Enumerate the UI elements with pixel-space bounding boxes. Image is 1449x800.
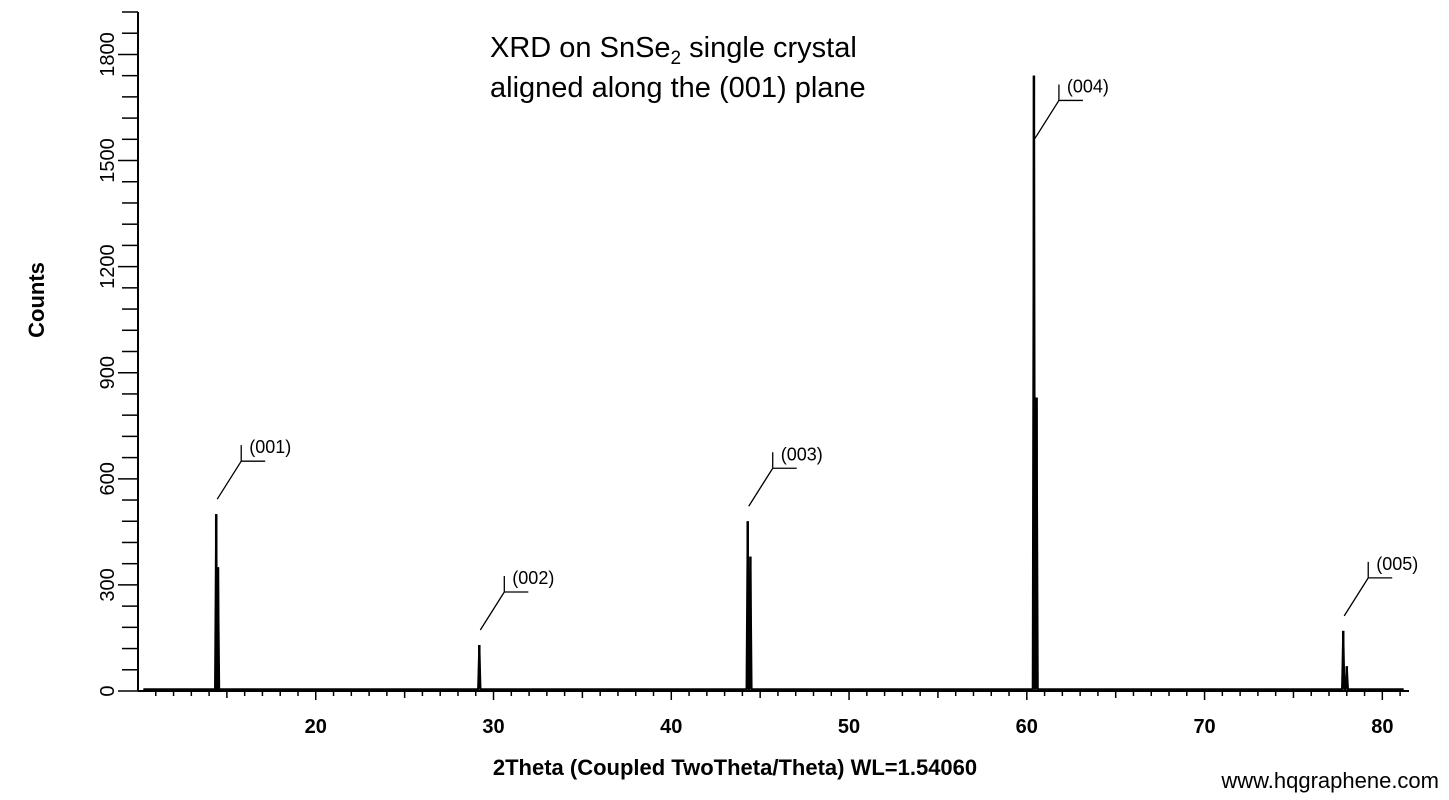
y-tick-label: 600 (97, 462, 119, 495)
plot-area (143, 75, 1404, 691)
y-tick-label: 1800 (97, 32, 119, 77)
x-ticks: 20 30 40 50 60 70 80 (155, 691, 1401, 738)
peak-annotations: (001) (002) (003) (004) (005) (216, 76, 1418, 631)
x-tick-label: 80 (1371, 716, 1393, 738)
watermark: www.hqgraphene.com (1221, 768, 1439, 793)
x-tick-label: 30 (482, 716, 504, 738)
x-tick-label: 20 (305, 716, 327, 738)
y-tick-label: 300 (97, 568, 119, 601)
peak-label: (002) (512, 568, 554, 588)
peak-label: (004) (1067, 76, 1109, 96)
peak-leader-line (216, 445, 266, 500)
peak-label: (003) (781, 444, 823, 464)
peak-leader-line (1034, 84, 1083, 139)
xrd-trace (143, 75, 1404, 691)
y-axis-title: Counts (24, 262, 49, 338)
y-ticks: 0 300 600 900 1200 1500 1800 (97, 11, 138, 697)
peak-label: (005) (1376, 554, 1418, 574)
y-tick-label: 0 (97, 685, 119, 696)
peak-leader-line (748, 452, 797, 507)
axes (137, 12, 1409, 692)
x-tick-label: 60 (1016, 716, 1038, 738)
peak-label: (001) (249, 437, 291, 457)
peak-leader-line (1343, 561, 1393, 617)
x-axis-title: 2Theta (Coupled TwoTheta/Theta) WL=1.540… (493, 755, 977, 780)
peak-leader-line (479, 576, 529, 631)
y-tick-label: 900 (97, 356, 119, 389)
chart-title-line-1: XRD on SnSe2 single crystal (490, 32, 857, 69)
x-tick-label: 70 (1193, 716, 1215, 738)
y-tick-label: 1200 (97, 244, 119, 289)
chart-title-line-2: aligned along the (001) plane (490, 72, 866, 104)
x-tick-label: 40 (660, 716, 682, 738)
y-tick-label: 1500 (97, 138, 119, 183)
x-tick-label: 50 (838, 716, 860, 738)
